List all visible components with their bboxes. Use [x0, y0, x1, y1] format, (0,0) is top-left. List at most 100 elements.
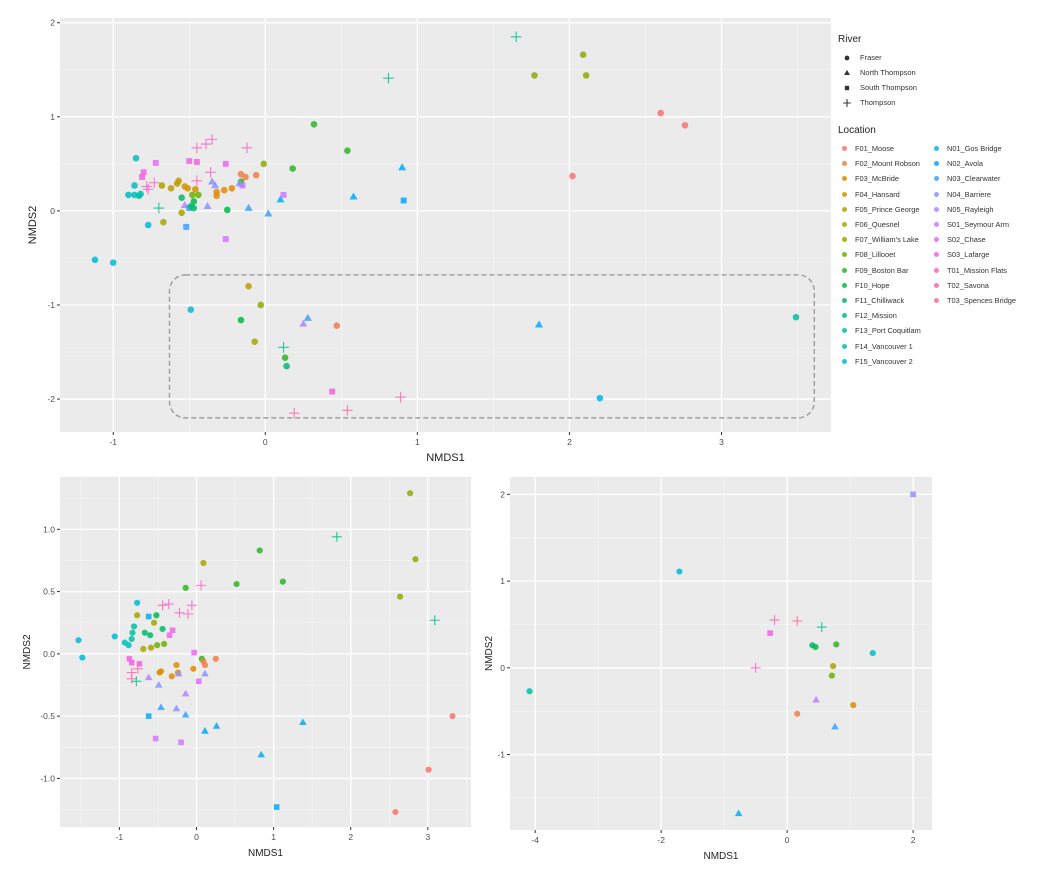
data-point-circle [173, 661, 180, 669]
data-point-plus [141, 181, 152, 192]
y-tick-label: -0.5 [40, 711, 55, 721]
data-point-circle [245, 282, 252, 290]
data-point-circle [195, 191, 202, 199]
data-point-circle [449, 713, 456, 720]
data-point-square [145, 613, 152, 620]
data-point-plus [395, 391, 406, 403]
plot-panel [60, 18, 831, 432]
data-point-circle [237, 316, 245, 324]
legend-location-label: F09_Boston Bar [855, 265, 909, 275]
data-point-circle [132, 154, 140, 162]
square-icon [844, 85, 850, 90]
data-point-circle [144, 221, 152, 229]
x-tick-label: 0 [194, 832, 199, 842]
legend-location-label: F02_Mount Robson [855, 159, 920, 169]
data-point-circle [223, 206, 231, 214]
data-point-square [145, 713, 152, 719]
y-tick-label: 0 [500, 663, 505, 673]
legend-location-item: N04_Barriere [930, 187, 1040, 202]
data-point-circle [681, 121, 689, 129]
data-point-plus [153, 202, 165, 214]
legend-location-label: F03_McBride [855, 174, 899, 184]
data-points [526, 491, 916, 817]
data-point-square [222, 236, 229, 243]
data-point-square [193, 158, 200, 165]
legend-river-label: South Thompson [860, 83, 917, 92]
triangle-symbol [844, 69, 850, 75]
legend-location-item: T03_Spences Bridge [930, 293, 1040, 308]
data-point-circle [111, 633, 118, 640]
data-point-triangle [208, 177, 217, 185]
data-point-circle [160, 218, 167, 226]
data-point-circle [190, 198, 198, 205]
x-tick-label: 2 [911, 835, 916, 845]
color-swatch-icon [842, 146, 847, 152]
data-point-plus [183, 609, 193, 619]
legend-location-item: F01_Moose [838, 141, 930, 156]
data-point-plus [131, 676, 142, 687]
legend-location-item: F15_Vancouver 2 [838, 354, 930, 369]
data-point-square [767, 630, 773, 636]
legend-location-label: F14_Vancouver 1 [855, 341, 913, 351]
color-swatch-icon [934, 252, 939, 258]
color-swatch-icon [934, 267, 939, 273]
data-point-circle [135, 192, 143, 200]
nmds-plot-top: -1 0 1 2 3 -2 -1 0 1 2 NMDS1 NMDS2 [27, 18, 831, 464]
y-tick-label: 1.0 [43, 524, 55, 534]
data-point-circle [833, 641, 840, 648]
data-point-triangle [154, 680, 163, 688]
y-tick-label: 2 [500, 489, 505, 499]
data-point-circle [281, 354, 289, 361]
x-tick-label: 3 [719, 437, 724, 447]
data-point-circle [134, 599, 141, 606]
data-point-circle [812, 643, 819, 651]
data-point-circle [192, 185, 199, 193]
data-points [91, 31, 800, 419]
data-point-plus [174, 607, 185, 618]
data-point-circle [233, 581, 240, 588]
legend-location-item: F04_Hansard [838, 187, 930, 202]
data-point-circle [392, 808, 399, 816]
data-point-plus [510, 31, 522, 43]
data-point-circle [257, 301, 265, 309]
color-swatch-icon [934, 206, 939, 212]
data-point-square [178, 739, 184, 746]
data-point-plus [816, 622, 827, 633]
data-point-circle [251, 338, 258, 345]
data-point-square [186, 158, 193, 164]
legend-location-label: T02_Savona [947, 280, 989, 290]
y-tick-label: 0 [50, 206, 55, 216]
data-point-square [128, 659, 135, 666]
data-point-plus [191, 142, 203, 154]
legend-location-item: F10_Hope [838, 278, 930, 293]
legend-location-item: F02_Mount Robson [838, 156, 930, 171]
x-tick-label: -2 [657, 835, 665, 845]
legend-location-item: F14_Vancouver 1 [838, 338, 930, 353]
data-point-triangle [144, 673, 153, 681]
legend-river-label: Fraser [860, 53, 882, 62]
x-axis-title: NMDS1 [248, 848, 283, 859]
y-tick-label: -1 [47, 300, 55, 310]
color-swatch-icon [934, 161, 939, 167]
data-point-triangle [257, 750, 266, 758]
data-point-plus [241, 142, 253, 154]
data-point-plus [206, 134, 218, 145]
data-point-circle [794, 710, 801, 717]
legend-river-item: South Thompson [838, 80, 1056, 95]
color-swatch-icon [934, 222, 939, 228]
data-point-triangle [535, 320, 544, 328]
data-point-circle [289, 165, 296, 172]
data-point-circle [526, 688, 533, 695]
data-point-circle [869, 649, 876, 657]
legend-location-label: F12_Mission [855, 311, 897, 321]
data-point-circle [569, 172, 576, 180]
data-point-circle [283, 362, 290, 370]
data-point-circle [189, 191, 196, 199]
x-tick-label: -1 [109, 437, 117, 447]
data-point-circle [657, 109, 664, 117]
data-point-circle [167, 185, 175, 192]
data-point-square [152, 159, 159, 166]
data-point-circle [676, 568, 683, 575]
x-axis-title: NMDS1 [703, 851, 738, 862]
legend-river-label: North Thompson [860, 68, 916, 77]
